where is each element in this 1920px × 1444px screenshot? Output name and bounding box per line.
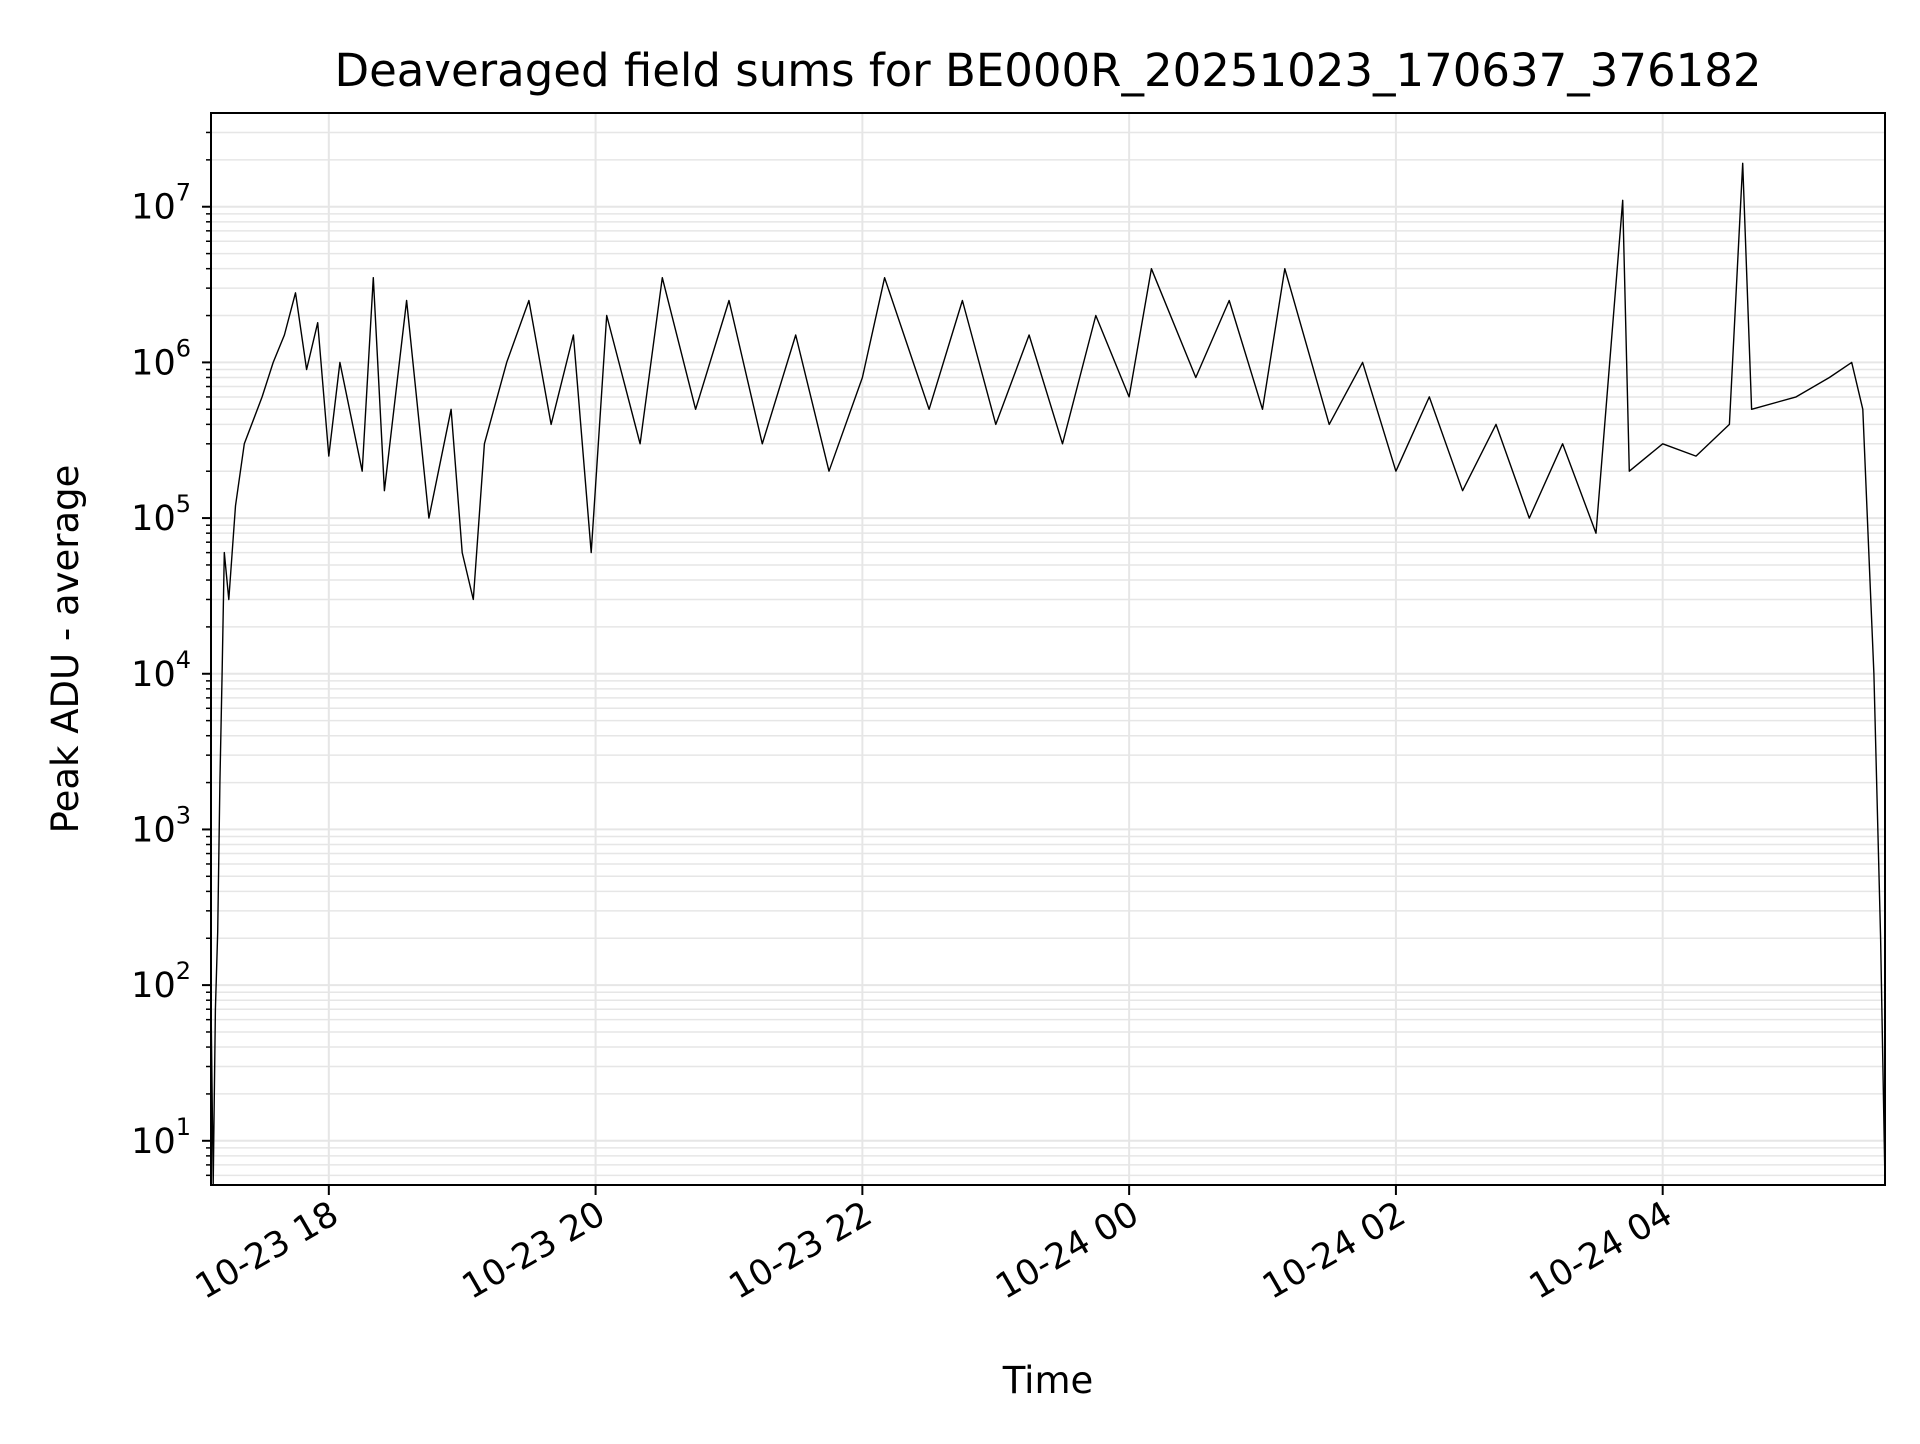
x-tick-label: 10-23 22 (723, 1194, 879, 1307)
y-tick-label: 103 (131, 801, 191, 850)
x-tick-label: 10-23 18 (189, 1194, 345, 1307)
grid-major-lines (211, 113, 1885, 1185)
y-tick-label: 106 (131, 334, 191, 383)
tick-marks (202, 131, 1664, 1195)
y-axis-label: Peak ADU - average (44, 465, 87, 834)
y-tick-label: 107 (131, 179, 191, 228)
series-line (210, 162, 1886, 1185)
plot-frame (210, 112, 1886, 1186)
y-tick-labels: 101 102 103 104 105 106 107 (131, 179, 191, 1162)
x-tick-label: 10-23 20 (456, 1194, 612, 1307)
x-tick-label: 10-24 04 (1523, 1194, 1679, 1307)
series-layer (210, 162, 1886, 1185)
chart-title: Deaveraged field sums for BE000R_2025102… (334, 44, 1761, 97)
x-tick-label: 10-24 02 (1256, 1194, 1412, 1307)
grid-minor-lines (211, 131, 1885, 1177)
y-tick-label: 102 (131, 957, 191, 1006)
y-tick-label: 105 (131, 490, 191, 539)
y-tick-label: 101 (131, 1113, 191, 1162)
x-tick-label: 10-24 00 (989, 1194, 1145, 1307)
x-tick-labels: 10-23 18 10-23 20 10-23 22 10-24 00 10-24 02… (189, 1194, 1679, 1307)
y-tick-label: 104 (131, 646, 191, 695)
x-axis-label: Time (1002, 1359, 1094, 1402)
